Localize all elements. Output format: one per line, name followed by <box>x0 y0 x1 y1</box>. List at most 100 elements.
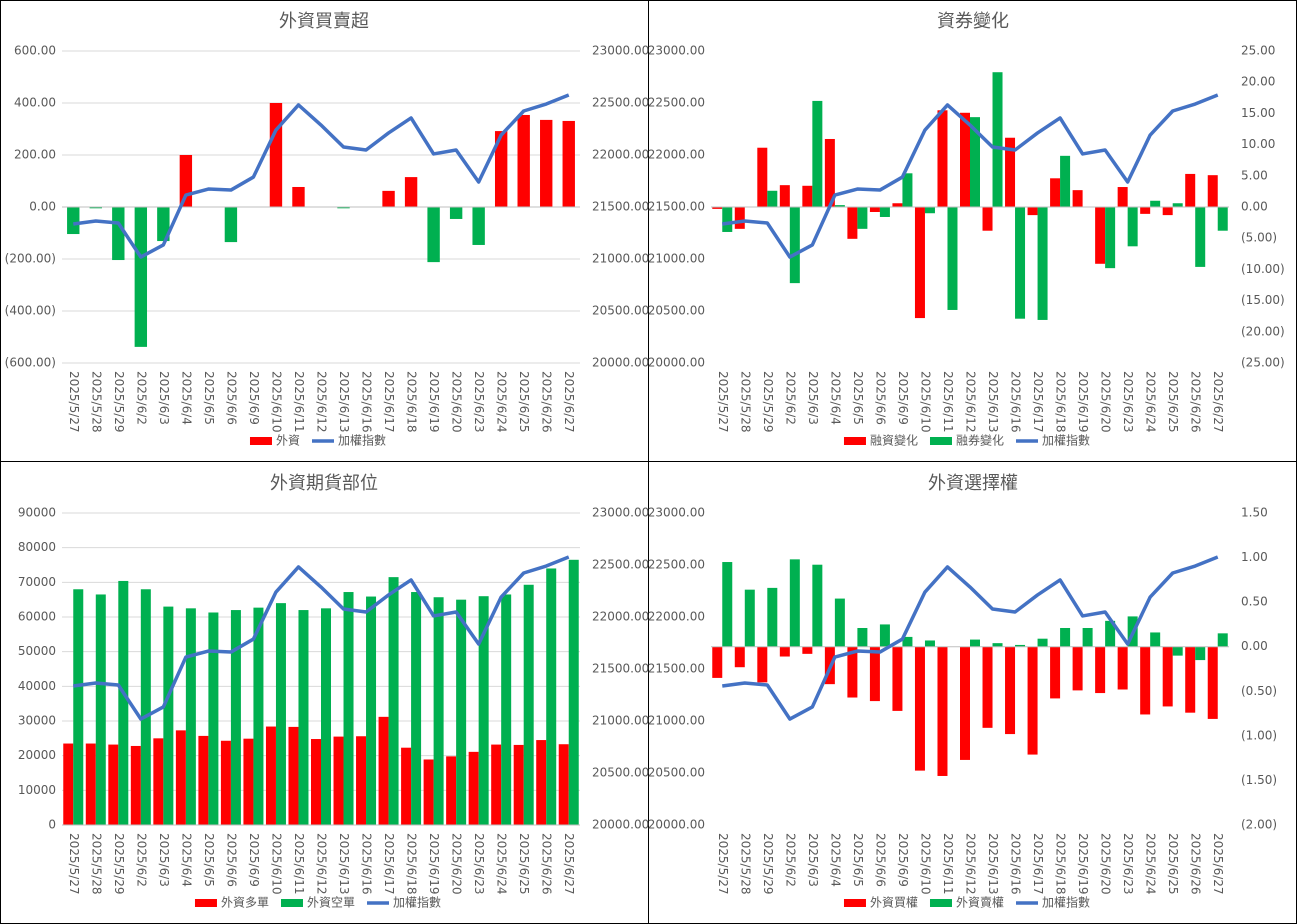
x-tick-label: 2025/6/2 <box>783 833 797 887</box>
bar <box>1172 646 1183 656</box>
bar <box>1185 173 1196 207</box>
bar <box>879 624 890 647</box>
bar <box>734 207 745 229</box>
x-tick-label: 2025/6/10 <box>269 833 283 895</box>
bar <box>423 759 434 825</box>
bar <box>269 103 283 207</box>
y-tick-label: 23000.00 <box>648 44 705 58</box>
bar <box>198 735 209 825</box>
y2-tick-label: 21500.00 <box>592 662 649 676</box>
bar <box>208 612 219 825</box>
bar <box>292 186 305 207</box>
bar <box>1015 207 1026 319</box>
bar <box>130 745 141 825</box>
x-tick-label: 2025/6/27 <box>562 833 576 895</box>
bar <box>224 207 238 243</box>
x-tick-label: 2025/6/20 <box>1099 371 1113 433</box>
bar <box>73 589 84 825</box>
bar <box>924 207 935 214</box>
bar <box>779 646 790 657</box>
legend-label: 加權指數 <box>393 895 441 910</box>
x-tick-label: 2025/6/2 <box>783 371 797 425</box>
x-tick-label: 2025/6/25 <box>517 371 531 433</box>
x-tick-label: 2025/6/26 <box>540 371 554 433</box>
bar <box>449 207 463 219</box>
x-tick-label: 2025/6/5 <box>202 833 216 887</box>
bar <box>265 726 276 825</box>
bar <box>108 744 119 825</box>
chart-title: 資券變化 <box>937 11 1009 32</box>
y-tick-label: (200.00) <box>5 252 56 266</box>
x-tick-label: 2025/6/19 <box>1076 371 1090 433</box>
line <box>722 555 1219 721</box>
bar <box>388 577 399 825</box>
x-tick-label: 2025/5/28 <box>89 833 103 895</box>
y2-tick-label: 22500.00 <box>592 96 649 110</box>
x-tick-label: 2025/6/13 <box>337 833 351 895</box>
bar <box>404 177 418 207</box>
y-tick-label: 80000 <box>18 540 56 554</box>
y2-tick-label: (1.00) <box>1241 728 1277 742</box>
legend-label: 外資賣權 <box>956 895 1004 910</box>
x-tick-label: 2025/6/2 <box>134 833 148 887</box>
x-tick-label: 2025/6/25 <box>1166 833 1180 895</box>
x-tick-label: 2025/6/6 <box>224 833 238 887</box>
x-tick-label: 2025/6/12 <box>315 833 329 895</box>
bar <box>869 646 880 702</box>
y-tick-label: 23000.00 <box>648 506 705 520</box>
bar <box>517 114 530 207</box>
bar <box>546 568 557 825</box>
bar <box>992 643 1003 647</box>
x-tick-label: 2025/6/5 <box>851 833 865 887</box>
bar <box>536 740 547 825</box>
bar <box>1172 203 1183 207</box>
x-tick-label: 2025/6/17 <box>382 833 396 895</box>
bar <box>1037 207 1048 320</box>
bar <box>902 173 913 207</box>
bar <box>366 596 377 825</box>
bar <box>118 580 129 825</box>
y2-tick-label: 20000.00 <box>592 356 649 370</box>
x-tick-label: 2025/6/18 <box>405 371 419 433</box>
bar <box>757 147 768 207</box>
x-tick-label: 2025/5/28 <box>738 833 752 895</box>
x-tick-label: 2025/6/9 <box>247 833 261 887</box>
y-tick-label: (400.00) <box>5 304 56 318</box>
bar <box>446 756 457 825</box>
x-tick-label: 2025/6/18 <box>1054 833 1068 895</box>
y-tick-label: 20000.00 <box>648 356 705 370</box>
y2-tick-label: 5.00 <box>1241 168 1268 182</box>
bar <box>1140 207 1151 214</box>
bar <box>1162 207 1173 216</box>
bar <box>982 207 993 231</box>
y-tick-label: 22500.00 <box>648 96 705 110</box>
y-tick-label: 21000.00 <box>648 252 705 266</box>
x-tick-label: 2025/6/27 <box>1211 371 1225 433</box>
bar <box>834 598 845 647</box>
legend-label: 加權指數 <box>338 433 386 448</box>
x-tick-label: 2025/6/19 <box>427 833 441 895</box>
x-tick-label: 2025/6/16 <box>360 371 374 433</box>
bar <box>1195 207 1206 267</box>
y-tick-label: 50000 <box>18 644 56 658</box>
bar <box>722 207 733 232</box>
bar <box>153 738 164 825</box>
bar <box>298 610 309 825</box>
bar <box>95 594 106 825</box>
y2-tick-label: 20500.00 <box>592 304 649 318</box>
bar <box>540 119 553 207</box>
x-tick-label: 2025/6/26 <box>1189 371 1203 433</box>
bar <box>789 559 800 647</box>
x-tick-label: 2025/6/23 <box>1121 371 1135 433</box>
x-tick-label: 2025/6/17 <box>1031 833 1045 895</box>
y-tick-label: 21500.00 <box>648 200 705 214</box>
y2-tick-label: (0.50) <box>1241 684 1277 698</box>
line <box>73 555 570 721</box>
legend-swatch <box>929 899 952 907</box>
x-tick-label: 2025/6/27 <box>1211 833 1225 895</box>
y-tick-label: 20500.00 <box>648 304 705 318</box>
x-tick-label: 2025/6/18 <box>405 833 419 895</box>
y-tick-label: 22500.00 <box>648 558 705 572</box>
bar <box>523 584 534 825</box>
x-tick-label: 2025/5/29 <box>112 371 126 433</box>
